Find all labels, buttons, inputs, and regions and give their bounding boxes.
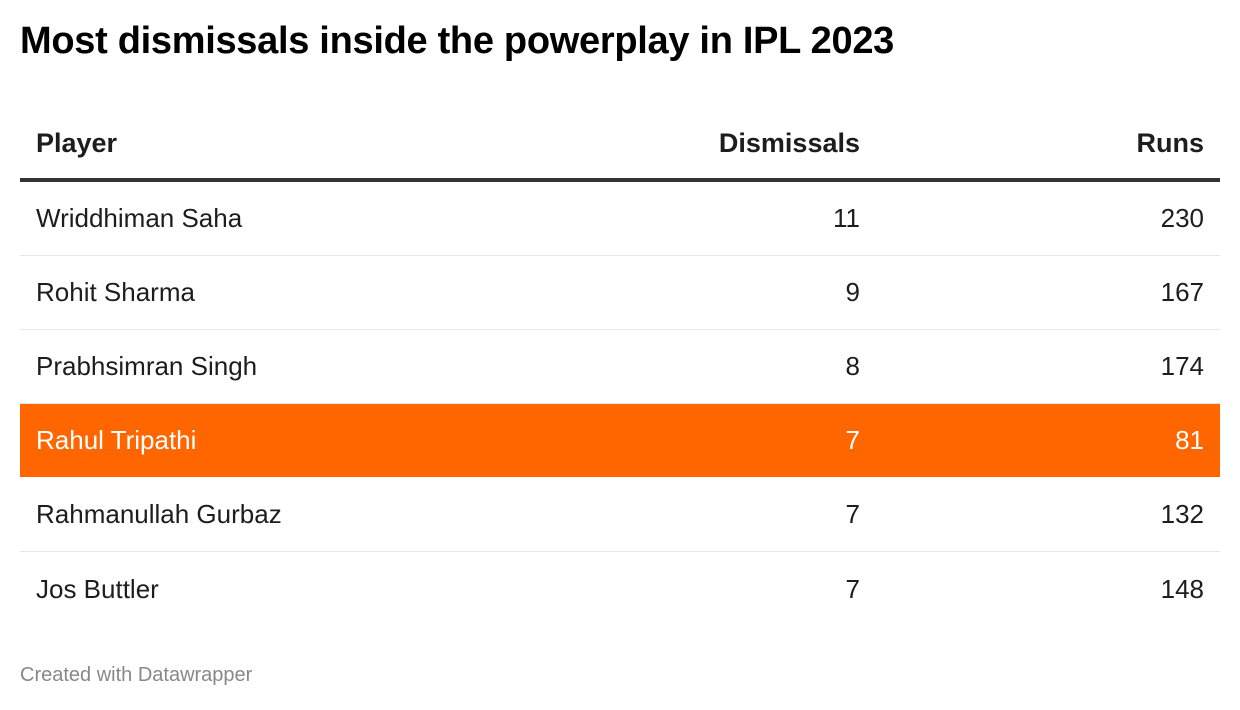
cell-player: Rohit Sharma [36,277,195,307]
data-table: Player Dismissals Runs Wriddhiman Saha 11… [20,108,1220,626]
cell-player: Jos Buttler [36,573,159,604]
cell-dismissals: 8 [845,351,860,381]
table-row: Prabhsimran Singh 8 174 [20,330,1220,404]
cell-runs: 230 [1160,203,1204,233]
table-body: Wriddhiman Saha 11 230 Rohit Sharma 9 167 Prab… [20,182,1220,626]
cell-dismissals: 7 [845,499,860,529]
table-row: Rahmanullah Gurbaz 7 132 [20,478,1220,552]
cell-player: Rahmanullah Gurbaz [36,499,282,529]
cell-runs: 81 [1175,425,1204,455]
header-dismissals[interactable]: Dismissals [718,127,860,158]
footer-credit: Created with Datawrapper [20,664,253,686]
cell-runs: 174 [1160,351,1204,381]
chart-title: Most dismissals inside the powerplay in … [20,20,894,62]
cell-runs: 132 [1160,499,1204,529]
table-row: Rohit Sharma 9 167 [20,256,1220,330]
cell-dismissals: 7 [845,573,860,604]
cell-runs: 167 [1160,277,1204,307]
cell-dismissals: 9 [845,277,860,307]
cell-player: Rahul Tripathi [36,425,197,455]
header-player[interactable]: Player [36,127,118,158]
cell-dismissals: 11 [833,203,860,233]
cell-runs: 148 [1160,573,1204,604]
cell-player: Prabhsimran Singh [36,351,258,381]
cell-player: Wriddhiman Saha [36,203,243,233]
table-row: Jos Buttler 7 148 [20,552,1220,626]
cell-dismissals: 7 [845,425,860,455]
table-row-highlighted: Rahul Tripathi 7 81 [20,404,1220,478]
header-runs[interactable]: Runs [1136,127,1205,158]
table-row: Wriddhiman Saha 11 230 [20,182,1220,256]
table-header: Player Dismissals Runs [20,108,1220,182]
